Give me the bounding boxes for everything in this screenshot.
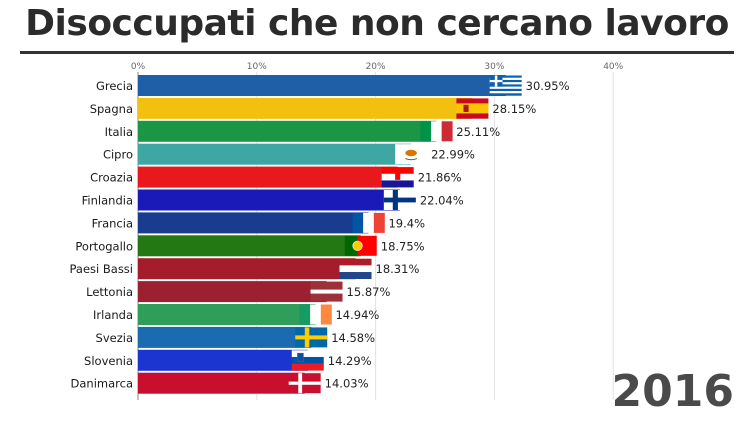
slovenia-flag <box>291 350 324 371</box>
tick-label: 10% <box>247 62 267 72</box>
category-label: Irlanda <box>93 308 133 322</box>
portugal-flag <box>344 235 377 256</box>
italy-flag <box>420 121 453 142</box>
bar <box>138 235 361 257</box>
value-label: 14.94% <box>335 308 379 322</box>
value-label: 14.03% <box>325 377 369 391</box>
bar <box>138 75 506 96</box>
bar <box>138 281 327 303</box>
croatia-flag <box>381 167 414 188</box>
bar <box>138 97 473 119</box>
tick-label: 40% <box>603 62 623 72</box>
france-flag <box>352 212 385 233</box>
category-label: Danimarca <box>71 377 133 391</box>
tick-label: 0% <box>131 62 146 72</box>
netherlands-flag <box>339 258 372 279</box>
latvia-flag <box>310 281 343 302</box>
value-label: 18.75% <box>381 239 425 253</box>
tick-label: 30% <box>484 62 504 72</box>
bar <box>138 349 308 371</box>
greece-flag <box>489 75 522 96</box>
ireland-flag <box>299 304 332 325</box>
bar <box>138 258 356 280</box>
value-label: 25.11% <box>456 125 500 139</box>
spain-flag <box>456 98 489 119</box>
value-label: 21.86% <box>418 171 462 185</box>
value-label: 30.95% <box>526 79 570 93</box>
value-label: 15.87% <box>347 285 391 299</box>
bar <box>138 189 400 211</box>
sweden-flag <box>295 327 328 348</box>
value-label: 14.29% <box>328 354 372 368</box>
denmark-flag <box>288 373 321 394</box>
value-label: 28.15% <box>492 102 536 116</box>
category-label: Portogallo <box>75 239 133 253</box>
bar <box>138 143 412 165</box>
value-label: 19.4% <box>388 216 425 230</box>
cyprus-flag <box>395 144 428 165</box>
title-divider <box>20 51 734 54</box>
category-label: Lettonia <box>86 285 133 299</box>
bar <box>138 120 437 142</box>
finland-flag <box>383 190 416 210</box>
bar <box>138 304 316 325</box>
category-label: Croazia <box>90 171 133 185</box>
chart-title: Disoccupati che non cercano lavoro <box>25 3 729 44</box>
category-label: Spagna <box>90 102 133 116</box>
bar <box>138 212 369 234</box>
bar <box>138 166 398 188</box>
category-label: Paesi Bassi <box>70 262 134 276</box>
year-label: 2016 <box>611 366 734 417</box>
value-label: 14.58% <box>331 331 375 345</box>
category-label: Francia <box>92 216 133 230</box>
tick-label: 20% <box>366 62 386 72</box>
category-label: Italia <box>105 125 133 139</box>
category-label: Cipro <box>103 148 133 162</box>
category-label: Slovenia <box>84 354 133 368</box>
value-label: 22.04% <box>420 194 464 208</box>
category-label: Grecia <box>96 79 133 93</box>
category-label: Finlandia <box>82 194 133 208</box>
value-label: 22.99% <box>431 148 475 162</box>
category-label: Svezia <box>96 331 133 345</box>
value-label: 18.31% <box>376 262 420 276</box>
bar <box>138 326 312 348</box>
bar <box>138 372 305 394</box>
